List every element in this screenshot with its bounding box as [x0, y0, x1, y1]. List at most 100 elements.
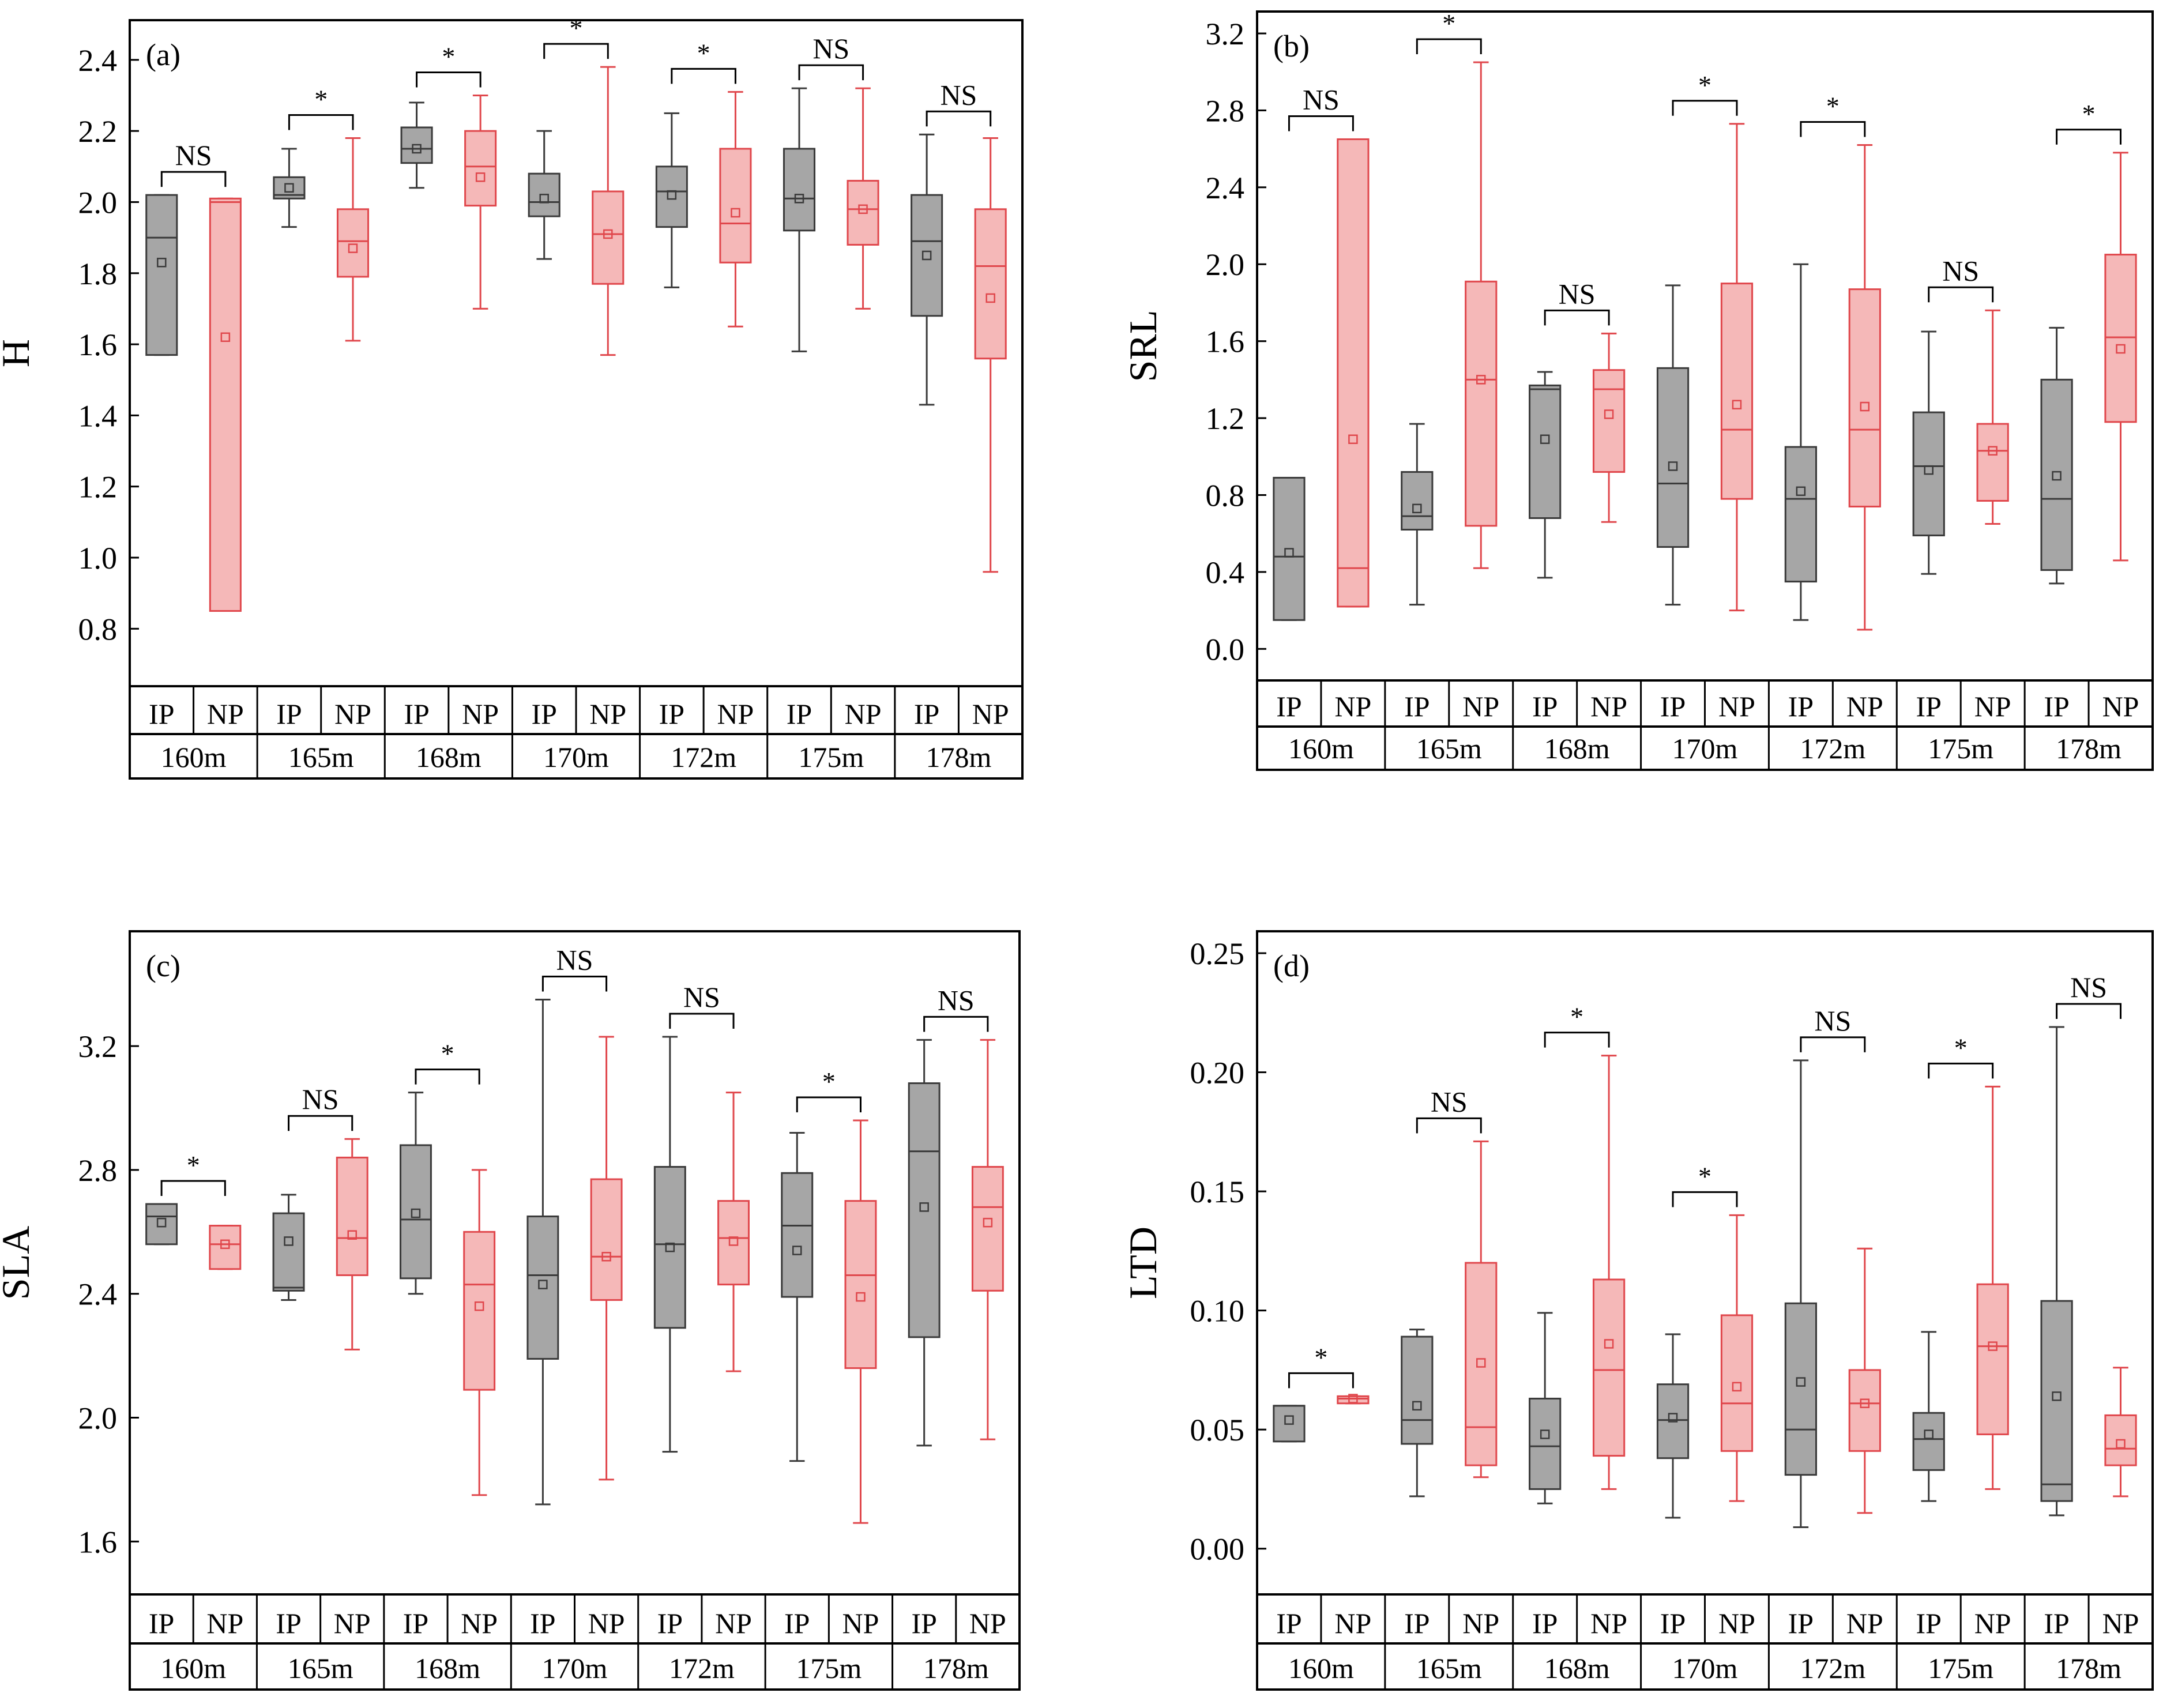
- significance-label: *: [441, 1039, 454, 1069]
- y-tick-label: 1.6: [1206, 325, 1245, 359]
- iqr-box: [974, 208, 1007, 360]
- iqr-box: [1465, 1262, 1498, 1466]
- iqr-box: [1337, 138, 1370, 608]
- iqr-box: [464, 130, 497, 207]
- bracket-line: [1544, 309, 1610, 326]
- y-axis-label: SRL: [1121, 310, 1165, 382]
- mean-marker: [921, 250, 932, 261]
- group-label: IP: [1404, 1607, 1430, 1639]
- box-ip: [655, 112, 688, 288]
- significance-label: NS: [683, 981, 720, 1013]
- y-tick-label: 2.8: [78, 1153, 118, 1188]
- significance-label: NS: [938, 984, 975, 1016]
- significance-label: *: [697, 38, 710, 67]
- group-label: NP: [969, 1607, 1006, 1639]
- group-label: NP: [1462, 1607, 1499, 1639]
- category-label: 178m: [2056, 1652, 2121, 1684]
- mean-marker: [985, 293, 995, 303]
- group-label: IP: [1916, 1607, 1942, 1639]
- significance-label: NS: [2070, 971, 2107, 1003]
- y-tick-label: 1.0: [78, 541, 118, 575]
- box-ip: [1401, 1329, 1434, 1498]
- bracket-line: [160, 171, 227, 187]
- y-tick-label: 1.8: [78, 257, 118, 291]
- mean-marker: [1924, 465, 1933, 475]
- significance-bracket: *: [160, 1150, 226, 1196]
- group-label: IP: [531, 698, 556, 730]
- category-label: 168m: [1544, 732, 1610, 765]
- category-label: 178m: [923, 1652, 989, 1684]
- group-label: NP: [206, 1607, 243, 1639]
- significance-bracket: *: [796, 1067, 862, 1112]
- iqr-box: [844, 1200, 877, 1370]
- bracket-line: [1928, 1062, 1994, 1079]
- mean-marker: [1860, 1398, 1870, 1408]
- group-label: NP: [845, 698, 882, 730]
- iqr-box: [1976, 1283, 2009, 1435]
- box-np: [1976, 309, 2009, 525]
- group-label: IP: [911, 1607, 936, 1639]
- category-label: 170m: [1672, 732, 1738, 765]
- category-label: 168m: [415, 1652, 480, 1684]
- category-label: 160m: [161, 741, 227, 773]
- iqr-box: [1401, 471, 1434, 531]
- mean-marker: [1732, 400, 1742, 409]
- significance-label: NS: [302, 1083, 339, 1115]
- significance-label: *: [314, 84, 328, 114]
- box-ip: [1656, 1333, 1690, 1519]
- panel-d: (d) LTD 0.00 0.05 0.10 0.15 0.20 0.25 160m IP NP * 1…: [1121, 930, 2154, 1691]
- box-np: [1848, 144, 1881, 631]
- panel-label: (a): [146, 37, 180, 72]
- box-ip: [400, 1092, 432, 1295]
- y-tick-label: 0.15: [1190, 1175, 1245, 1209]
- iqr-box: [1784, 1302, 1818, 1476]
- plot-frame: [1256, 10, 2154, 771]
- iqr-box: [971, 1166, 1004, 1292]
- mean-marker: [2116, 344, 2126, 354]
- y-axis-label: SLA: [0, 1226, 37, 1300]
- box-ip: [145, 1203, 178, 1246]
- group-label: IP: [2044, 690, 2069, 723]
- iqr-box: [717, 1200, 750, 1286]
- mean-marker: [1668, 461, 1678, 471]
- group-label: IP: [784, 1607, 810, 1639]
- iqr-box: [463, 1231, 496, 1391]
- iqr-box: [1976, 423, 2009, 502]
- significance-bracket: *: [1544, 1002, 1610, 1048]
- mean-marker: [1732, 1382, 1742, 1392]
- group-label: NP: [461, 1607, 498, 1639]
- mean-marker: [1540, 434, 1550, 445]
- iqr-box: [2040, 378, 2073, 571]
- mean-marker: [411, 1208, 421, 1218]
- mean-marker: [1412, 1401, 1422, 1411]
- iqr-box: [590, 1178, 623, 1301]
- bracket-line: [415, 1069, 480, 1085]
- group-label: NP: [1462, 690, 1499, 723]
- iqr-box: [653, 1166, 686, 1329]
- iqr-box: [1784, 446, 1818, 583]
- category-label: 175m: [798, 741, 864, 773]
- category-label: 172m: [1800, 732, 1865, 765]
- mean-marker: [919, 1202, 929, 1212]
- mean-marker: [474, 1301, 484, 1311]
- bracket-line: [1416, 38, 1482, 55]
- significance-bracket: *: [1288, 1342, 1354, 1389]
- group-label: IP: [276, 1607, 301, 1639]
- significance-bracket: *: [1928, 1033, 1994, 1079]
- significance-bracket: NS: [1288, 83, 1354, 131]
- mean-marker: [665, 1242, 675, 1252]
- box-ip: [1912, 1331, 1945, 1502]
- significance-bracket: *: [415, 1039, 480, 1085]
- y-tick-label: 1.4: [78, 398, 118, 433]
- significance-label: *: [1314, 1342, 1327, 1372]
- iqr-box: [1592, 369, 1626, 473]
- iqr-box: [1529, 1397, 1562, 1490]
- significance-bracket: *: [543, 13, 609, 59]
- panel-b: (b) SRL 0.0 0.4 0.8 1.2 1.6 2.0 2.4 2.8 3.2 160m IP N…: [1121, 9, 2154, 771]
- y-tick-label: 3.2: [1206, 17, 1245, 51]
- bracket-line: [543, 43, 609, 59]
- group-label: IP: [1660, 690, 1686, 723]
- group-label: IP: [1532, 1607, 1558, 1639]
- iqr-box: [1465, 280, 1498, 527]
- panel-a: (a) H 0.8 1.0 1.2 1.4 1.6 1.8 2.0 2.2 2.4 160m IP NP N…: [0, 13, 1024, 780]
